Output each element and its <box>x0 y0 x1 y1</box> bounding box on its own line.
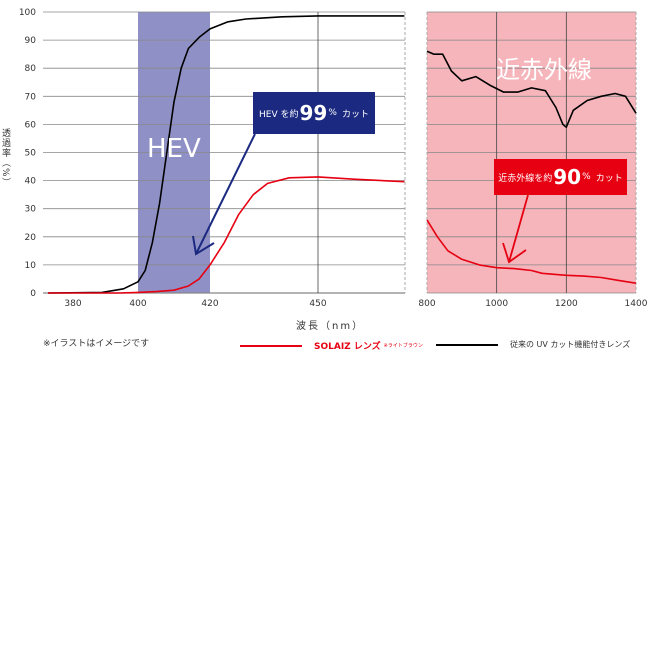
nir-arrow-shaft <box>508 194 529 263</box>
callout-suffix: カット <box>595 173 623 184</box>
y-tick-label: 30 <box>25 205 37 215</box>
x-axis-label: 波長（nm） <box>296 321 365 332</box>
x-tick-label: 800 <box>418 299 435 309</box>
y-tick-label: 80 <box>25 64 37 74</box>
legend-label: SOLAIZ レンズ <box>314 342 381 352</box>
x-tick-label: 1000 <box>485 299 508 309</box>
nir-arrow-head <box>502 242 527 264</box>
legend-label: 従来の UV カット機能付きレンズ <box>510 340 631 349</box>
y-tick-label: 90 <box>25 36 37 46</box>
callout-unit: % <box>328 108 337 118</box>
x-tick-label: 420 <box>201 299 218 309</box>
nir-band-label: 近赤外線 <box>496 56 592 84</box>
legend-solaiz: SOLAIZ レンズ ※ライトブラウン <box>240 339 423 352</box>
illustration-note: ※イラストはイメージです <box>43 339 150 349</box>
hev-cut-callout: HEV を約 99 % カット <box>253 92 375 134</box>
hev-arrow-shaft <box>195 133 256 255</box>
y-tick-label: 20 <box>25 233 37 243</box>
x-tick-label: 1400 <box>625 299 648 309</box>
legend-swatch-black <box>436 343 498 346</box>
nir-series-solaiz-line <box>426 219 637 284</box>
hev-arrow-head <box>192 235 215 256</box>
y-tick-label: 50 <box>25 149 37 159</box>
x-tick-label: 1200 <box>555 299 578 309</box>
y-tick-label: 70 <box>25 92 37 102</box>
y-tick-label: 40 <box>25 177 37 187</box>
legend-swatch-red <box>240 344 302 347</box>
callout-prefix: HEV を約 <box>259 109 299 120</box>
y-tick-label: 0 <box>30 289 36 299</box>
callout-suffix: カット <box>341 109 369 120</box>
legend-sublabel: ※ライトブラウン <box>383 343 423 349</box>
hev-band-label: HEV <box>147 134 201 164</box>
callout-prefix: 近赤外線を約 <box>498 173 553 184</box>
nir-cut-callout: 近赤外線を約 90 % カット <box>494 159 627 195</box>
nir-series-conventional-line <box>426 50 637 128</box>
visible-series-solaiz-line <box>48 176 405 294</box>
y-tick-label: 60 <box>25 120 37 130</box>
visible-series-conventional-line <box>47 15 405 294</box>
x-tick-label: 380 <box>64 299 81 309</box>
callout-value: 90 <box>553 165 582 189</box>
x-tick-label: 400 <box>129 299 146 309</box>
y-tick-label: 10 <box>25 261 37 271</box>
callout-unit: % <box>582 172 591 182</box>
callout-value: 99 <box>299 101 328 125</box>
legend-conventional: 従来の UV カット機能付きレンズ <box>436 339 630 350</box>
x-tick-label: 450 <box>309 299 326 309</box>
y-axis-label: 透過率（%） <box>0 128 10 188</box>
y-tick-label: 100 <box>19 8 36 18</box>
